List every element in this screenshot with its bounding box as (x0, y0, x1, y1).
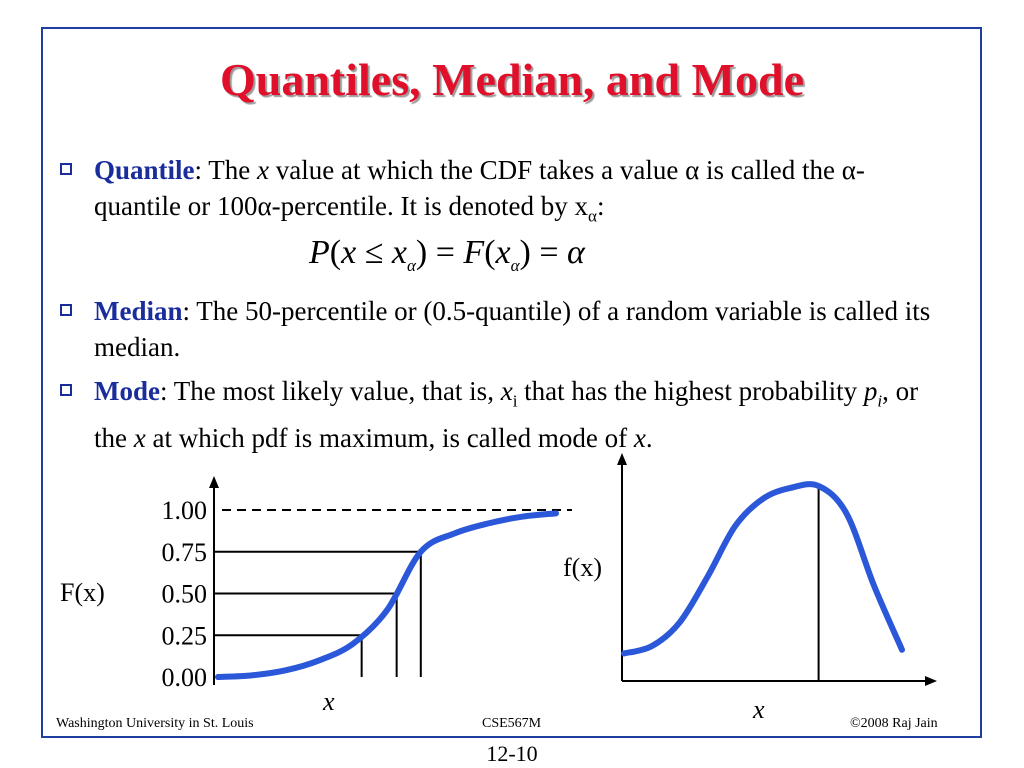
bullet-text: at which pdf is maximum, is called mode … (145, 422, 634, 453)
bullet-text: x (633, 422, 646, 453)
cdf-tick-label: 0.25 (162, 621, 208, 650)
formula-part: x (495, 234, 511, 272)
bullet-text: , or the (94, 376, 919, 453)
formula-part: x (391, 234, 407, 272)
formula-part: ( (329, 234, 342, 272)
bullet-subscript: i (877, 391, 883, 411)
bullet-subscript: i (512, 391, 518, 411)
bullet-text: x (133, 422, 146, 453)
bullet-box-icon (60, 384, 72, 397)
footer-center: CSE567M (482, 716, 542, 731)
formula-part: F (463, 234, 485, 272)
slide-title: Quantiles, Median, and Mode (219, 54, 804, 105)
cdf-axes (209, 476, 219, 685)
bullet-median: Median: The 50-percentile or (0.5-quanti… (60, 293, 940, 365)
bullet-text: : (596, 191, 605, 221)
formula-part: α (567, 234, 585, 272)
bullet-text: : The most likely value, that is, (159, 376, 501, 407)
bullet-mode: Mode: The most likely value, that is, xi… (60, 373, 940, 455)
cdf-x-label: x (322, 687, 335, 716)
pdf-axes (617, 453, 937, 686)
formula-part: P (309, 234, 330, 272)
cdf-tick-labels: 0.00 0.25 0.50 0.75 1.00 (162, 496, 208, 692)
formula-part: ) = (415, 234, 464, 272)
bullet-list: Quantile: The x value at which the CDF t… (60, 152, 940, 464)
page-number: 12-10 (486, 741, 538, 766)
quantile-formula: P(x ≤ xα) = F(xα) = α (94, 234, 940, 285)
bullet-box-icon (60, 304, 72, 317)
footer-left: Washington University in St. Louis (56, 716, 254, 731)
formula-part: x (341, 234, 357, 272)
bullet-subscript: α (588, 206, 597, 226)
footer-right: ©2008 Raj Jain (850, 716, 938, 731)
cdf-tick-label: 0.00 (162, 663, 208, 692)
formula-part: α (406, 256, 416, 276)
bullet-text: . (645, 422, 653, 453)
bullet-text: : The 50-percentile or (0.5-quantile) of… (94, 296, 931, 363)
bullet-text: p (863, 376, 878, 407)
bullet-text: value at which the CDF takes a value α i… (94, 155, 865, 221)
pdf-chart: f(x) x (563, 453, 937, 724)
cdf-tick-label: 1.00 (162, 496, 208, 525)
cdf-tick-label: 0.75 (162, 538, 208, 567)
term-median: Median (94, 296, 183, 327)
cdf-curve (215, 510, 559, 680)
bullet-text: x (500, 376, 513, 407)
formula-part: ( (484, 234, 496, 272)
formula-part: ) = (519, 234, 568, 272)
pdf-x-label: x (752, 695, 765, 724)
cdf-tick-label: 0.50 (162, 580, 208, 609)
bullet-quantile: Quantile: The x value at which the CDF t… (60, 152, 940, 285)
bullet-text: x (257, 155, 269, 185)
term-mode: Mode (94, 376, 160, 407)
term-quantile: Quantile (94, 155, 195, 185)
cdf-quantile-guides (214, 509, 572, 677)
bullet-text: : The (194, 155, 258, 185)
cdf-y-axis-title: F(x) (60, 578, 105, 607)
bullet-box-icon (60, 163, 72, 175)
formula-part: α (510, 256, 520, 276)
cdf-chart: 0.00 0.25 0.50 0.75 1.00 F(x) x (60, 476, 572, 716)
formula-part: ≤ (356, 234, 392, 272)
pdf-y-axis-title: f(x) (563, 553, 602, 582)
pdf-curve (621, 481, 905, 657)
slide-frame (41, 27, 982, 738)
bullet-text: that has the highest probability (517, 376, 864, 407)
